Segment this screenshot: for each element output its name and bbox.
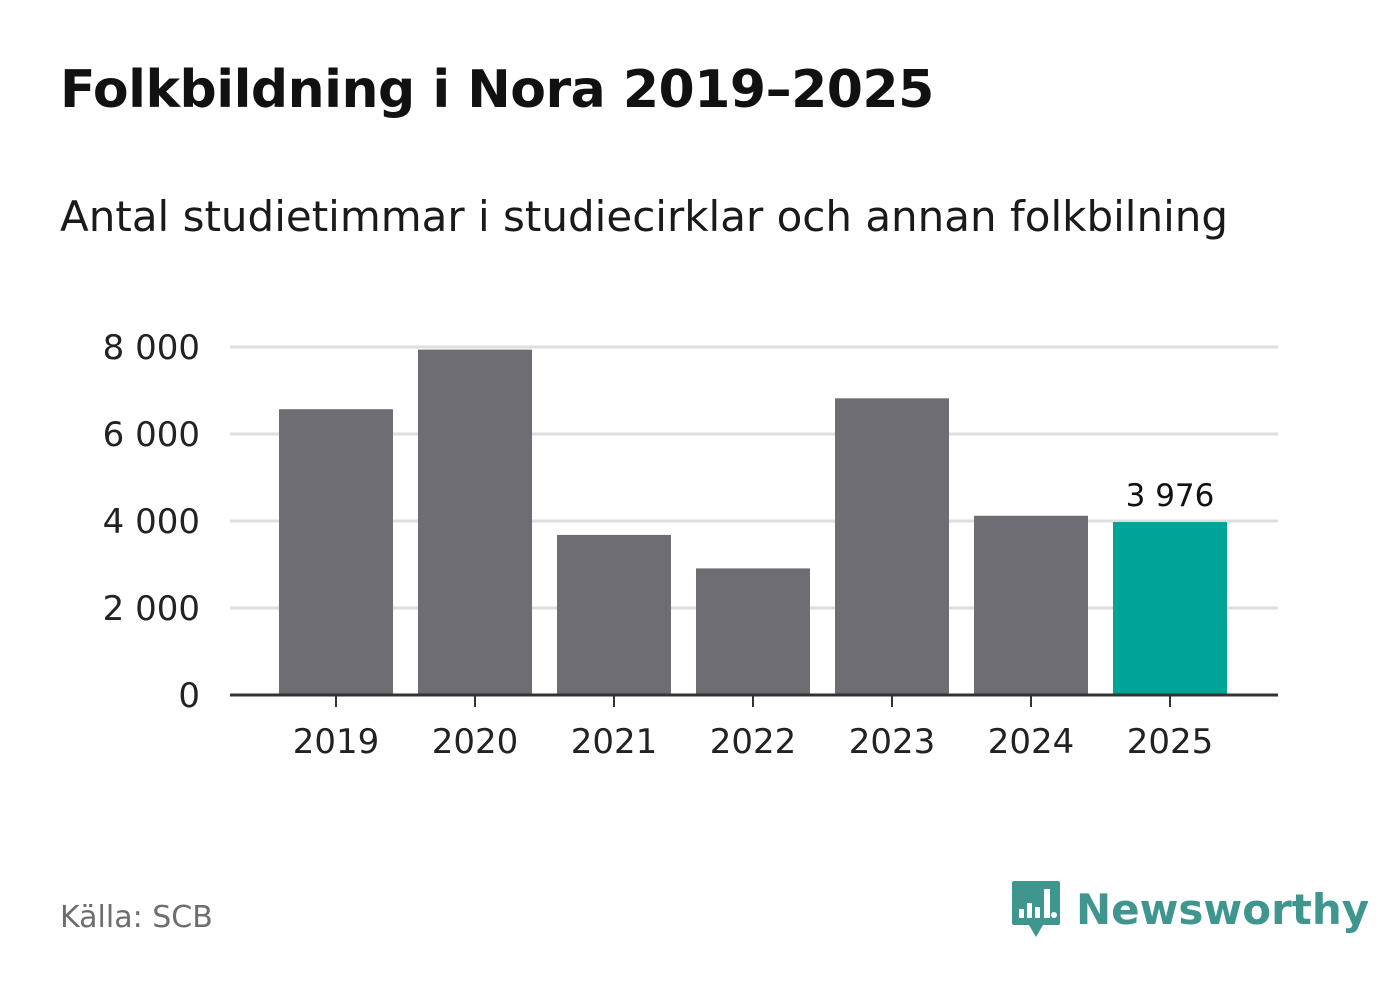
y-tick-label: 4 000: [103, 502, 200, 542]
y-tick-label: 6 000: [103, 415, 200, 455]
x-tick-label: 2023: [849, 722, 936, 762]
bar: [418, 349, 532, 695]
bar: [696, 568, 810, 695]
brand-logo[interactable]: Newsworthy: [1010, 878, 1369, 940]
bar: [1113, 522, 1227, 695]
brand-name: Newsworthy: [1076, 884, 1370, 934]
source-note: Källa: SCB: [60, 900, 213, 935]
x-tick-label: 2024: [988, 722, 1075, 762]
bar: [279, 409, 393, 695]
bar: [974, 515, 1088, 695]
x-tick-label: 2019: [293, 722, 380, 762]
y-tick-label: 8 000: [103, 328, 200, 368]
data-label: 3 976: [1126, 478, 1215, 514]
x-tick-label: 2020: [432, 722, 519, 762]
x-tick-label: 2021: [571, 722, 658, 762]
bar: [835, 398, 949, 695]
chart-title: Folkbildning i Nora 2019–2025: [60, 60, 934, 120]
newsworthy-logo-icon: [1012, 881, 1060, 937]
x-tick-label: 2022: [710, 722, 797, 762]
chart-subtitle: Antal studietimmar i studiecirklar och a…: [60, 192, 1229, 241]
y-tick-label: 2 000: [103, 589, 200, 629]
x-tick-label: 2025: [1127, 722, 1214, 762]
y-tick-label: 0: [178, 676, 200, 716]
bar: [557, 534, 671, 695]
